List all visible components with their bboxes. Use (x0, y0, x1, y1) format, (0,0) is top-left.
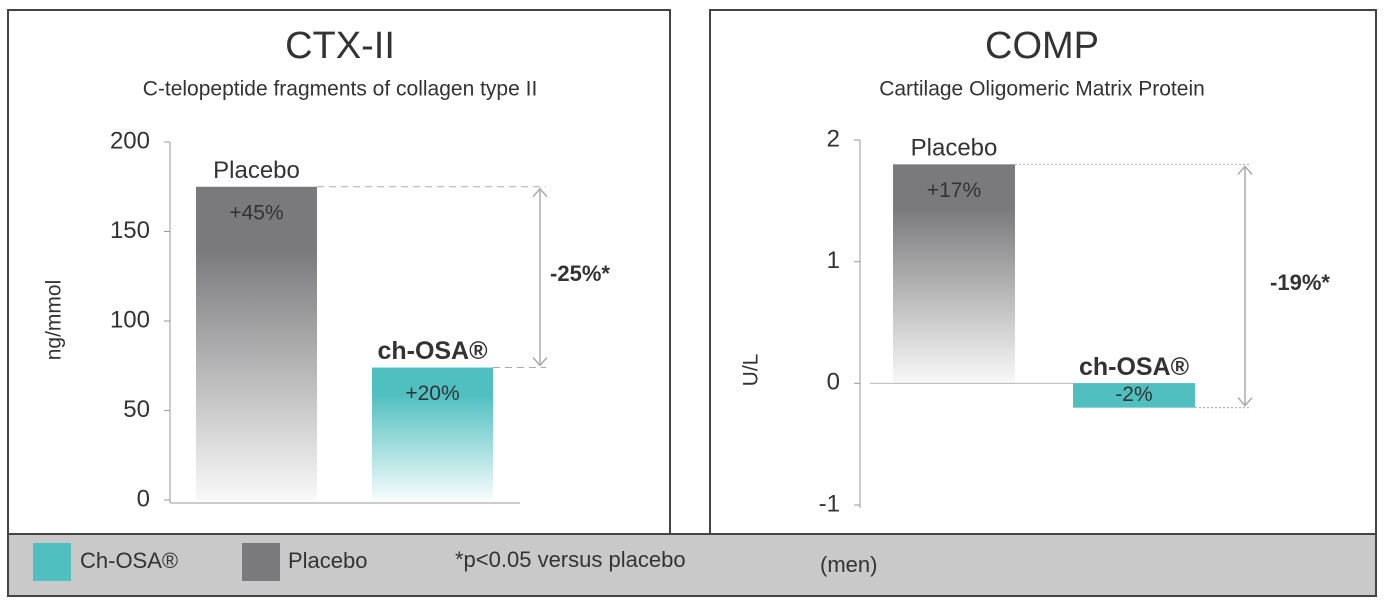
legend-note: *p<0.05 versus placebo (455, 547, 686, 572)
value-label: -2% (1115, 383, 1152, 406)
y-tick-label: 200 (110, 127, 150, 154)
y-axis-label: U/L (740, 354, 763, 387)
annotation: -25%* (550, 261, 610, 286)
population-note: (men) (820, 552, 877, 577)
legend-label: Placebo (288, 548, 368, 573)
y-tick-label: 100 (110, 306, 150, 333)
legend-swatch (33, 543, 71, 581)
chart-subtitle: Cartilage Oligomeric Matrix Protein (879, 78, 1205, 101)
y-tick-label: 1 (827, 247, 840, 274)
chart-title: COMP (985, 25, 1099, 67)
panel (7, 9, 671, 535)
bar (1073, 383, 1195, 408)
chart-subtitle: C-telopeptide fragments of collagen type… (143, 78, 538, 101)
panel (709, 9, 1377, 535)
legend-label: Ch-OSA® (80, 548, 178, 573)
arrow-head (532, 187, 548, 198)
annotation: -19%* (1270, 270, 1330, 295)
y-tick-label: 0 (137, 485, 150, 512)
y-tick-label: 2 (827, 125, 840, 152)
y-axis-label: ng/mmol (43, 280, 66, 361)
category-label: ch-OSA® (377, 337, 488, 365)
bar (893, 164, 1015, 384)
arrow-head (532, 357, 548, 367)
chart-title: CTX-II (285, 25, 395, 67)
bar (196, 186, 317, 500)
value-label: +17% (927, 179, 981, 202)
arrow-head (1237, 397, 1253, 407)
value-label: +45% (229, 201, 283, 224)
arrow-head (1237, 165, 1253, 175)
legend-swatch (242, 543, 280, 581)
category-label: ch-OSA® (1079, 353, 1190, 381)
bar (372, 367, 493, 500)
category-label: Placebo (213, 157, 300, 184)
category-label: Placebo (911, 135, 998, 162)
y-tick-label: 50 (123, 396, 150, 423)
value-label: +20% (405, 382, 459, 405)
y-tick-label: 150 (110, 217, 150, 244)
y-tick-label: 0 (827, 369, 840, 396)
y-tick-label: -1 (819, 490, 840, 517)
legend-bar (7, 533, 1377, 597)
